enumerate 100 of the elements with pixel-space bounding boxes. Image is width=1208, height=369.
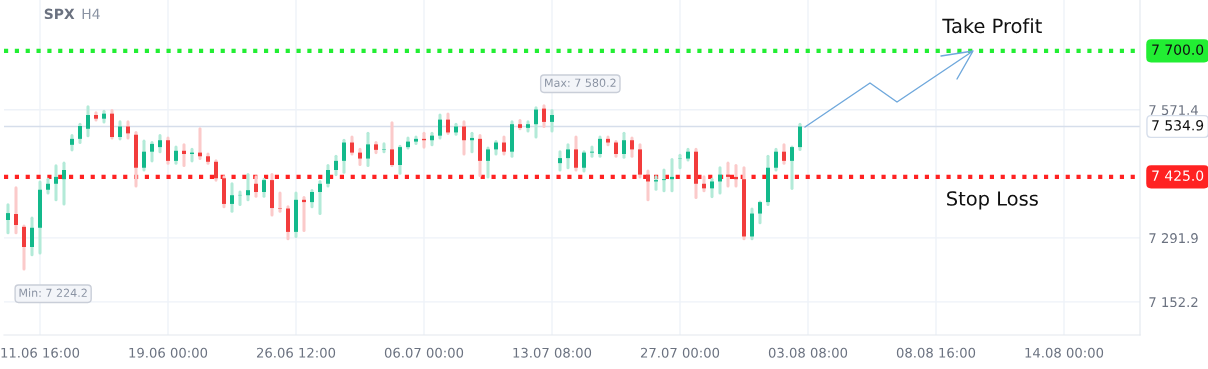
candlestick [262, 177, 266, 198]
candlestick [462, 120, 466, 156]
candlestick [742, 166, 746, 241]
candlestick [446, 112, 450, 135]
candlestick [182, 143, 186, 167]
candlestick [38, 180, 42, 255]
candlestick [326, 163, 330, 188]
candlestick [78, 122, 82, 145]
candlestick [502, 135, 506, 156]
candlestick [526, 120, 530, 133]
candlestick [398, 144, 402, 175]
candlestick [566, 143, 570, 170]
candlestick [206, 152, 210, 165]
candlestick [222, 175, 226, 209]
x-tick-label: 08.08 16:00 [896, 347, 976, 358]
candlestick [582, 150, 586, 173]
candlestick [606, 135, 610, 147]
candlestick [6, 203, 10, 235]
candlestick [558, 150, 562, 172]
candlestick [294, 191, 298, 238]
candlestick [750, 207, 754, 241]
candlestick [534, 106, 538, 139]
candlestick [150, 140, 154, 163]
candlestick [110, 108, 114, 140]
candlestick [766, 154, 770, 206]
y-tick-label: 7 152.2 [1149, 297, 1198, 308]
candlestick [134, 130, 138, 188]
candlestick [438, 113, 442, 140]
candlestick [318, 179, 322, 216]
chart-subtitle: H4 [82, 8, 100, 19]
candlestick [22, 224, 26, 271]
candlestick [230, 182, 234, 213]
candlestick [286, 205, 290, 241]
candlestick [678, 153, 682, 170]
candlestick [630, 136, 634, 158]
candlestick [54, 164, 58, 202]
candlestick [86, 105, 90, 138]
candlestick [414, 135, 418, 145]
candlestick [758, 200, 762, 225]
candlestick [382, 142, 386, 154]
candlestick [102, 109, 106, 124]
candlestick [686, 147, 690, 162]
x-tick-label: 13.07 08:00 [513, 347, 592, 358]
candlestick [638, 143, 642, 179]
candlestick [94, 111, 98, 122]
y-tick-label: 7 291.9 [1149, 233, 1198, 244]
candlestick [30, 216, 34, 257]
candlestick [278, 191, 282, 213]
x-tick-label: 06.07 00:00 [384, 347, 464, 358]
candlestick [126, 120, 130, 140]
candlestick [774, 147, 778, 172]
candlestick [14, 186, 18, 235]
annotation: Min: 7 224.2 [19, 288, 87, 297]
x-tick-label: 14.08 00:00 [1025, 347, 1104, 358]
candlestick [622, 131, 626, 159]
candlestick [542, 104, 546, 129]
candlestick [350, 135, 354, 156]
candlestick [710, 177, 714, 199]
candlestick [550, 108, 554, 133]
candlestick [142, 139, 146, 172]
candlestick [782, 143, 786, 165]
candlestick [166, 136, 170, 165]
candlestick [406, 136, 410, 150]
annotation: Max: 7 580.2 [545, 78, 616, 87]
candlestick [694, 147, 698, 200]
ref-line-label: 7 534.9 [1152, 120, 1204, 131]
candlestick [574, 135, 578, 172]
x-tick-label: 19.06 00:00 [129, 347, 208, 358]
candlestick [246, 173, 250, 202]
x-tick-label: 27.07 00:00 [640, 347, 720, 358]
candlestick [334, 154, 338, 177]
candlestick [174, 145, 178, 165]
candlestick [486, 146, 490, 179]
candlestick [510, 120, 514, 158]
annotation: Stop Loss [947, 191, 1038, 210]
x-tick-label: 26.06 12:00 [256, 347, 336, 358]
candlestick [118, 120, 122, 141]
candlestick [270, 173, 274, 217]
candlestick [70, 134, 74, 152]
annotation: Take Profit [942, 18, 1042, 34]
candlestick [518, 119, 522, 131]
candlestick [598, 135, 602, 158]
candlestick [366, 131, 370, 167]
candlestick [790, 145, 794, 190]
candlestick [46, 177, 50, 195]
y-tick-label: 7 571.4 [1149, 105, 1198, 115]
candlestick [358, 147, 362, 167]
candlestick [214, 159, 218, 182]
candlestick [158, 134, 162, 154]
candlestick [662, 168, 666, 193]
candlestick [342, 138, 346, 174]
candlestick [374, 140, 378, 155]
candlestick [62, 161, 66, 206]
candlestick [590, 145, 594, 158]
ref-line-label: 7 700.0 [1152, 44, 1204, 55]
x-tick-label: 03.08 08:00 [768, 347, 848, 358]
candlestick [254, 175, 258, 198]
x-tick-label: 11.06 16:00 [1, 347, 80, 358]
chart-title: SPX [44, 8, 75, 20]
candlestick [454, 122, 458, 136]
